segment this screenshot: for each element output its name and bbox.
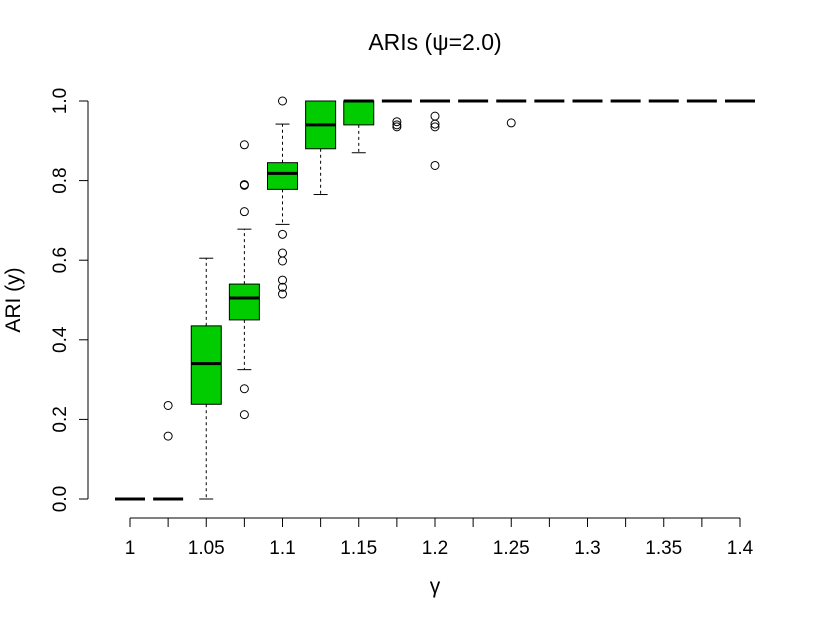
box-body — [267, 162, 298, 190]
outlier-point — [278, 289, 287, 299]
box-body — [343, 100, 375, 126]
box-series — [115, 96, 755, 501]
outlier-point — [239, 384, 249, 394]
box — [496, 99, 527, 128]
outlier-point — [430, 160, 440, 170]
outlier-point — [392, 120, 402, 130]
x-tick-label: 1.35 — [645, 538, 682, 559]
y-axis-label: ARI (y) — [2, 267, 25, 332]
box — [190, 257, 222, 500]
y-tick-label: 1.0 — [50, 88, 71, 114]
y-tick-label: 0.2 — [50, 406, 71, 432]
outlier-point — [163, 400, 173, 410]
outlier-point — [239, 207, 249, 217]
y-axis: 0.0 0.2 0.4 0.6 0.8 1.0 — [50, 88, 89, 512]
outlier-point — [392, 117, 402, 127]
box — [305, 100, 337, 196]
x-tick-label: 1.3 — [574, 538, 600, 559]
outlier-point — [278, 275, 287, 285]
x-axis: 1 1.05 1.1 1.15 1.2 1.25 1.3 1.35 1.4 — [125, 517, 754, 559]
y-tick-label: 0.0 — [50, 486, 71, 512]
outlier-point — [278, 96, 287, 106]
outlier-point — [278, 282, 287, 292]
y-tick-label: 0.6 — [50, 247, 71, 273]
outlier-point — [163, 431, 173, 441]
x-tick-label: 1.4 — [727, 538, 754, 559]
box — [267, 96, 298, 299]
outlier-point — [506, 118, 516, 128]
chart-title: ARIs (ψ=2.0) — [368, 29, 501, 55]
outlier-point — [278, 256, 287, 266]
outlier-point — [430, 111, 440, 121]
x-tick-label: 1.25 — [493, 538, 530, 559]
outlier-point — [430, 122, 440, 132]
box-body — [228, 283, 260, 321]
box — [228, 140, 260, 420]
outlier-point — [278, 248, 287, 258]
x-tick-label: 1.1 — [269, 538, 295, 559]
box — [153, 400, 184, 501]
outlier-point — [239, 180, 249, 190]
outlier-point — [239, 140, 249, 150]
box — [343, 99, 375, 154]
y-tick-label: 0.8 — [50, 167, 71, 193]
x-tick-label: 1.05 — [188, 538, 225, 559]
box — [381, 99, 412, 132]
outlier-point — [278, 229, 287, 239]
box — [420, 99, 450, 170]
x-axis-label: γ — [430, 575, 441, 598]
x-tick-label: 1 — [125, 538, 136, 559]
x-tick-label: 1.15 — [340, 538, 377, 559]
outlier-point — [239, 410, 249, 420]
x-tick-label: 1.2 — [422, 538, 448, 559]
y-tick-label: 0.4 — [50, 326, 71, 353]
